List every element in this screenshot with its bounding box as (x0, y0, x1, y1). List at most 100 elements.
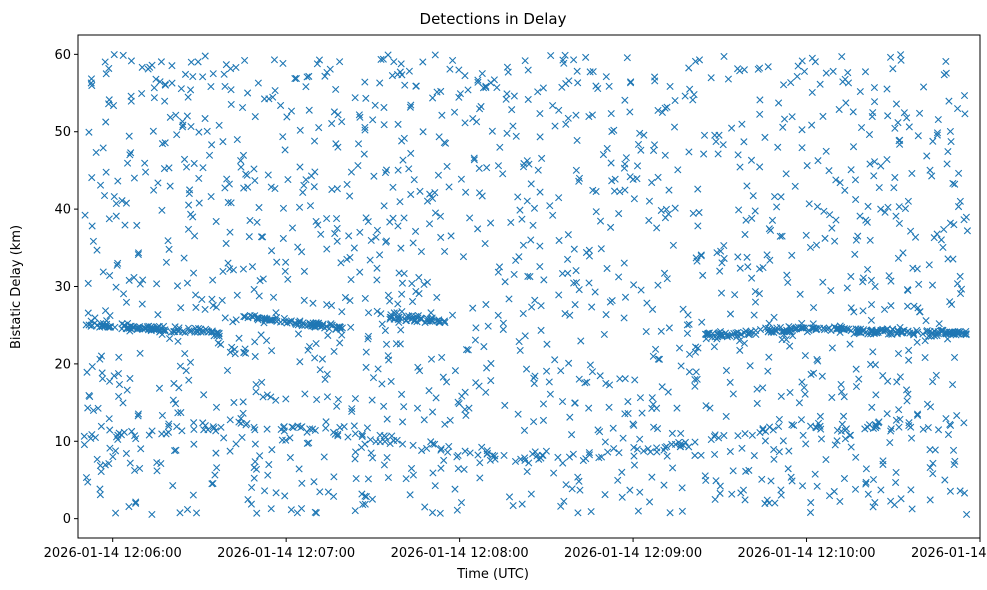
data-point (462, 346, 471, 354)
data-point (361, 294, 369, 303)
data-point (784, 278, 792, 287)
data-point (208, 141, 216, 149)
data-point (561, 310, 569, 318)
data-point (135, 322, 144, 331)
data-point (664, 388, 672, 396)
data-point (121, 221, 129, 229)
data-point (568, 485, 576, 493)
data-point (433, 88, 441, 96)
data-point (903, 397, 911, 405)
data-point (510, 92, 518, 100)
data-point (797, 416, 806, 424)
data-point (716, 489, 724, 497)
data-point (178, 123, 187, 131)
data-point (118, 197, 126, 205)
data-point (683, 321, 691, 329)
data-point (571, 301, 579, 309)
data-point (373, 226, 382, 234)
data-point (398, 71, 406, 79)
data-point (253, 218, 261, 226)
data-point (651, 77, 659, 85)
data-point (799, 431, 807, 439)
data-point (814, 157, 822, 165)
data-point (645, 216, 653, 225)
data-point (319, 320, 327, 328)
data-point (478, 69, 486, 78)
data-point (286, 318, 295, 326)
data-point (124, 324, 132, 332)
data-point (436, 509, 444, 517)
data-point (321, 324, 329, 332)
data-point (377, 55, 385, 64)
data-point (648, 178, 656, 187)
data-point (768, 216, 777, 224)
data-point (654, 106, 662, 115)
data-point (825, 492, 834, 500)
data-point (112, 283, 120, 291)
data-point (173, 282, 182, 290)
data-point (914, 304, 922, 312)
data-point (530, 379, 538, 388)
data-point (774, 422, 783, 431)
data-point (602, 73, 610, 81)
data-point (209, 423, 217, 431)
data-point (536, 188, 544, 196)
data-point (461, 119, 469, 127)
data-point (101, 461, 109, 469)
data-point (786, 342, 794, 350)
data-point (224, 198, 232, 206)
data-point (361, 126, 369, 134)
data-point (761, 437, 770, 445)
data-point (170, 328, 178, 336)
data-point (691, 451, 699, 460)
data-point (441, 139, 450, 147)
data-point (254, 314, 262, 322)
data-point (189, 72, 197, 81)
data-point (333, 224, 341, 233)
data-point (511, 457, 520, 466)
data-point (668, 440, 676, 448)
data-point (540, 276, 548, 284)
data-point (551, 356, 559, 364)
data-point (728, 331, 736, 339)
data-point (536, 109, 544, 118)
data-point (840, 474, 849, 483)
data-point (772, 327, 780, 335)
data-point (443, 162, 451, 170)
data-point (173, 422, 181, 431)
data-point (461, 388, 469, 396)
data-point (884, 112, 892, 120)
data-point (316, 488, 324, 496)
data-point (813, 203, 822, 211)
data-point (324, 331, 332, 340)
data-point (237, 163, 245, 171)
data-point (227, 65, 235, 73)
data-point (265, 95, 273, 103)
data-point (417, 247, 425, 256)
data-point (228, 343, 236, 351)
data-point (910, 302, 918, 310)
data-point (602, 379, 610, 387)
data-point (549, 211, 557, 219)
data-point (287, 506, 295, 514)
data-point (712, 477, 720, 485)
data-point (536, 262, 544, 271)
data-point (510, 270, 518, 278)
data-point (895, 406, 903, 414)
data-point (218, 296, 226, 305)
data-point (755, 290, 764, 298)
data-point (770, 445, 778, 454)
data-point (894, 254, 903, 262)
data-point (279, 133, 287, 141)
data-point (106, 444, 114, 452)
data-point (706, 404, 714, 412)
data-point (110, 192, 118, 201)
data-point (437, 446, 445, 454)
data-point (865, 130, 874, 139)
data-point (100, 192, 109, 200)
data-point (735, 206, 743, 214)
data-point (409, 441, 417, 449)
data-point (174, 337, 182, 345)
data-point (431, 482, 439, 490)
data-point (627, 78, 635, 86)
